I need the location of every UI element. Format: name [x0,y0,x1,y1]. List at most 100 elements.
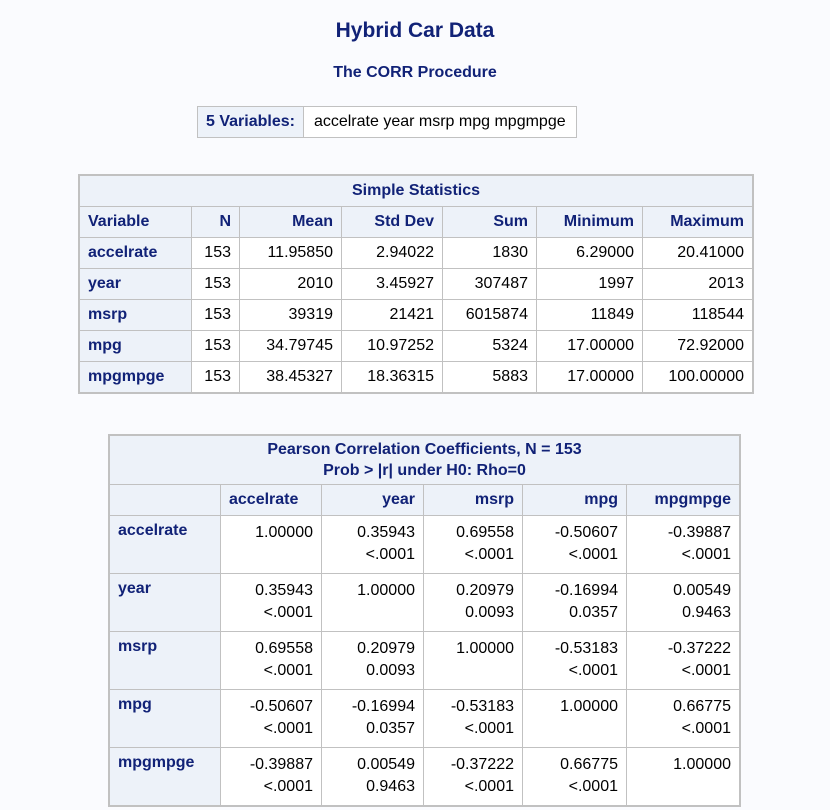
stats-header: Minimum [536,206,643,238]
corr-cell: 0.69558 <.0001 [423,515,523,574]
corr-cell: 0.69558 <.0001 [220,631,322,690]
corr-coefficient: 0.66775 [560,756,618,773]
corr-cell: 0.00549 0.9463 [321,747,424,807]
corr-cell: -0.16994 0.0357 [321,689,424,748]
corr-cell: -0.53183 <.0001 [423,689,523,748]
corr-p-value: <.0001 [263,720,313,737]
stats-header: Variable [78,206,192,238]
corr-coefficient: -0.16994 [351,698,415,715]
corr-coefficient: 0.69558 [255,640,313,657]
corr-coefficient: -0.53183 [450,698,514,715]
corr-column-header: msrp [423,484,523,516]
stats-value: 5324 [442,330,537,362]
corr-coefficient: 0.00549 [673,582,731,599]
stats-value: 6015874 [442,299,537,331]
stats-value: 20.41000 [642,237,754,269]
corr-cell: 0.20979 0.0093 [423,573,523,632]
stats-value: 21421 [341,299,443,331]
stats-row: mpg 153 34.79745 10.97252 5324 17.00000 72.920… [78,330,754,362]
corr-row-label: mpg [108,689,221,748]
stats-value: 153 [191,361,240,394]
stats-header: Std Dev [341,206,443,238]
corr-row-label: year [108,573,221,632]
stats-value: 72.92000 [642,330,754,362]
corr-coefficient: 1.00000 [560,698,618,715]
stats-row: mpgmpge 153 38.45327 18.36315 5883 17.00000 10… [78,361,754,394]
stats-value: 17.00000 [536,361,643,394]
corr-coefficient: 0.35943 [255,582,313,599]
corr-cell: -0.53183 <.0001 [522,631,627,690]
corr-cell: 0.66775 <.0001 [522,747,627,807]
stats-value: 10.97252 [341,330,443,362]
corr-p-value: <.0001 [365,546,415,563]
corr-cell: 0.00549 0.9463 [626,573,741,632]
stats-header: Sum [442,206,537,238]
correlation-caption-line2: Prob > |r| under H0: Rho=0 [323,462,526,479]
corr-column-header: mpgmpge [626,484,741,516]
corr-row: mpg -0.50607 <.0001 -0.16994 0.0357 -0.53183 <… [108,689,741,748]
corr-coefficient: 0.69558 [456,524,514,541]
stats-value: 118544 [642,299,754,331]
corr-cell: 0.20979 0.0093 [321,631,424,690]
page-title: Hybrid Car Data [335,19,495,42]
corr-row: mpgmpge -0.39887 <.0001 0.00549 0.9463 -0.372… [108,747,741,807]
corr-p-value: 0.0357 [569,604,618,621]
corr-coefficient: -0.50607 [249,698,313,715]
stats-value: 307487 [442,268,537,300]
corr-p-value: <.0001 [568,546,618,563]
variables-table: 5 Variables: accelrate year msrp mpg mpg… [197,106,577,138]
stats-variable-label: year [78,268,192,300]
corr-cell: -0.39887 <.0001 [220,747,322,807]
corr-coefficient: -0.37222 [450,756,514,773]
corr-coefficient: 1.00000 [357,582,415,599]
corr-cell: 1.00000 [626,747,741,807]
corr-coefficient: 0.20979 [456,582,514,599]
stats-value: 6.29000 [536,237,643,269]
corr-p-value: 0.0357 [366,720,415,737]
corr-p-value: <.0001 [263,778,313,795]
corr-p-value: <.0001 [464,778,514,795]
corr-p-value: 0.0093 [465,604,514,621]
simple-statistics-caption: Simple Statistics [78,174,754,207]
stats-variable-label: mpg [78,330,192,362]
stats-value: 1830 [442,237,537,269]
pearson-correlation-table: Pearson Correlation Coefficients, N = 15… [108,434,741,807]
stats-value: 18.36315 [341,361,443,394]
stats-value: 153 [191,237,240,269]
stats-value: 11.95850 [239,237,342,269]
corr-row: accelrate 1.00000 0.35943 <.0001 0.69558 <.00… [108,515,741,574]
corr-coefficient: 1.00000 [255,524,313,541]
correlation-caption-line1: Pearson Correlation Coefficients, N = 15… [267,441,582,458]
corr-cell: 0.35943 <.0001 [220,573,322,632]
corr-coefficient: 0.20979 [357,640,415,657]
corr-p-value: <.0001 [464,720,514,737]
stats-header: Mean [239,206,342,238]
corr-cell: -0.37222 <.0001 [626,631,741,690]
corr-coefficient: -0.37222 [667,640,731,657]
stats-value: 153 [191,268,240,300]
stats-row: accelrate 153 11.95850 2.94022 1830 6.29000 20… [78,237,754,269]
stats-variable-label: msrp [78,299,192,331]
stats-value: 17.00000 [536,330,643,362]
corr-coefficient: 0.66775 [673,698,731,715]
corr-coefficient: -0.53183 [554,640,618,657]
corr-coefficient: -0.16994 [554,582,618,599]
corr-row-label: accelrate [108,515,221,574]
corr-p-value: 0.0093 [366,662,415,679]
corr-coefficient: 1.00000 [456,640,514,657]
stats-value: 38.45327 [239,361,342,394]
corr-cell: -0.39887 <.0001 [626,515,741,574]
corr-column-header: year [321,484,424,516]
corr-coefficient: 1.00000 [673,756,731,773]
stats-variable-label: mpgmpge [78,361,192,394]
stats-value: 2010 [239,268,342,300]
corr-cell: -0.37222 <.0001 [423,747,523,807]
stats-value: 11849 [536,299,643,331]
corr-corner-cell [108,484,221,516]
stats-row: year 153 2010 3.45927 307487 1997 2013 [78,268,754,300]
corr-p-value: <.0001 [681,546,731,563]
stats-value: 153 [191,330,240,362]
corr-coefficient: 0.35943 [357,524,415,541]
corr-coefficient: -0.50607 [554,524,618,541]
corr-coefficient: -0.39887 [249,756,313,773]
